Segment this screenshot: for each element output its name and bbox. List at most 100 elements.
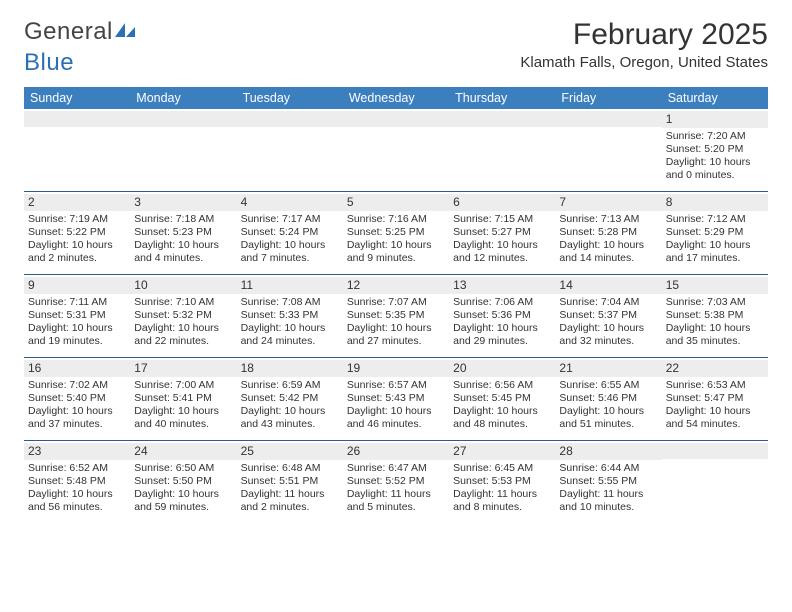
day-info-line: Sunset: 5:33 PM	[241, 309, 339, 322]
day-cell: 20Sunrise: 6:56 AMSunset: 5:45 PMDayligh…	[449, 358, 555, 440]
day-info-line: Sunset: 5:52 PM	[347, 475, 445, 488]
day-info-line: Sunset: 5:50 PM	[134, 475, 232, 488]
logo-sail-icon	[115, 18, 137, 46]
day-info-line: Daylight: 10 hours and 2 minutes.	[28, 239, 126, 265]
day-info-line: Sunset: 5:43 PM	[347, 392, 445, 405]
day-info-line: Daylight: 10 hours and 27 minutes.	[347, 322, 445, 348]
day-info-line: Sunrise: 7:03 AM	[666, 296, 764, 309]
day-number: 18	[237, 360, 343, 377]
day-info-line: Sunrise: 7:02 AM	[28, 379, 126, 392]
day-info: Sunrise: 7:06 AMSunset: 5:36 PMDaylight:…	[453, 296, 551, 349]
weekday-header: Friday	[555, 87, 661, 109]
day-info-line: Daylight: 10 hours and 19 minutes.	[28, 322, 126, 348]
day-info-line: Daylight: 11 hours and 8 minutes.	[453, 488, 551, 514]
day-info-line: Sunrise: 7:11 AM	[28, 296, 126, 309]
day-cell: 18 Sunrise: 6:59 AMSunset: 5:42 PMDayligh…	[237, 358, 343, 440]
day-info-line: Sunrise: 7:15 AM	[453, 213, 551, 226]
day-cell: 2Sunrise: 7:19 AMSunset: 5:22 PMDaylight…	[24, 192, 130, 274]
day-info-line: Daylight: 10 hours and 56 minutes.	[28, 488, 126, 514]
day-cell: 28 Sunrise: 6:44 AMSunset: 5:55 PMDayligh…	[555, 441, 661, 523]
day-cell: 11Sunrise: 7:08 AMSunset: 5:33 PMDayligh…	[237, 275, 343, 357]
day-info-line: Sunset: 5:27 PM	[453, 226, 551, 239]
day-cell: 27Sunrise: 6:45 AMSunset: 5:53 PMDayligh…	[449, 441, 555, 523]
day-cell: 9Sunrise: 7:11 AMSunset: 5:31 PMDaylight…	[24, 275, 130, 357]
week-row: 2Sunrise: 7:19 AMSunset: 5:22 PMDaylight…	[24, 192, 768, 275]
day-info-line: Daylight: 10 hours and 43 minutes.	[241, 405, 339, 431]
day-info-line: Daylight: 11 hours and 2 minutes.	[241, 488, 339, 514]
day-info-line: Sunrise: 7:06 AM	[453, 296, 551, 309]
day-number: 10	[130, 277, 236, 294]
day-number: 13	[449, 277, 555, 294]
day-number	[343, 111, 449, 127]
day-number: 15	[662, 277, 768, 294]
day-number: 4	[237, 194, 343, 211]
day-info-line: Daylight: 10 hours and 7 minutes.	[241, 239, 339, 265]
day-info-line: Sunrise: 7:08 AM	[241, 296, 339, 309]
day-cell: 10 Sunrise: 7:10 AMSunset: 5:32 PMDayligh…	[130, 275, 236, 357]
day-info-line: Daylight: 10 hours and 24 minutes.	[241, 322, 339, 348]
day-info-line: Daylight: 10 hours and 32 minutes.	[559, 322, 657, 348]
day-number: 19	[343, 360, 449, 377]
day-number	[130, 111, 236, 127]
calendar-page: General February 2025 Klamath Falls, Ore…	[0, 0, 792, 533]
day-number: 27	[449, 443, 555, 460]
day-info-line: Sunrise: 7:13 AM	[559, 213, 657, 226]
day-info-line: Sunrise: 6:44 AM	[559, 462, 657, 475]
day-info-line: Sunrise: 7:07 AM	[347, 296, 445, 309]
day-info-line: Sunset: 5:37 PM	[559, 309, 657, 322]
day-info-line: Sunrise: 6:50 AM	[134, 462, 232, 475]
day-info-line: Daylight: 10 hours and 35 minutes.	[666, 322, 764, 348]
day-info-line: Daylight: 10 hours and 37 minutes.	[28, 405, 126, 431]
day-number	[662, 443, 768, 459]
day-info-line: Sunrise: 7:00 AM	[134, 379, 232, 392]
day-info-line: Daylight: 10 hours and 9 minutes.	[347, 239, 445, 265]
day-cell: 14Sunrise: 7:04 AMSunset: 5:37 PMDayligh…	[555, 275, 661, 357]
title-block: February 2025 Klamath Falls, Oregon, Uni…	[520, 18, 768, 71]
day-info-line: Sunset: 5:55 PM	[559, 475, 657, 488]
logo-text-blue: Blue	[24, 49, 74, 77]
day-info: Sunrise: 7:10 AMSunset: 5:32 PMDaylight:…	[134, 296, 232, 349]
day-number: 28	[555, 443, 661, 460]
day-cell	[555, 109, 661, 191]
day-cell: 15Sunrise: 7:03 AMSunset: 5:38 PMDayligh…	[662, 275, 768, 357]
day-info-line: Sunrise: 7:12 AM	[666, 213, 764, 226]
day-number: 20	[449, 360, 555, 377]
day-info: Sunrise: 7:13 AMSunset: 5:28 PMDaylight:…	[559, 213, 657, 266]
day-cell: 1Sunrise: 7:20 AMSunset: 5:20 PMDaylight…	[662, 109, 768, 191]
day-number: 24	[130, 443, 236, 460]
month-title: February 2025	[520, 18, 768, 52]
day-cell: 4Sunrise: 7:17 AMSunset: 5:24 PMDaylight…	[237, 192, 343, 274]
day-info-line: Daylight: 10 hours and 4 minutes.	[134, 239, 232, 265]
day-number: 14	[555, 277, 661, 294]
day-number: 22	[662, 360, 768, 377]
day-info-line: Sunset: 5:51 PM	[241, 475, 339, 488]
day-info: Sunrise: 7:12 AMSunset: 5:29 PMDaylight:…	[666, 213, 764, 266]
day-info-line: Sunrise: 6:45 AM	[453, 462, 551, 475]
day-info-line: Sunrise: 6:55 AM	[559, 379, 657, 392]
day-info-line: Sunset: 5:35 PM	[347, 309, 445, 322]
day-info-line: Sunset: 5:28 PM	[559, 226, 657, 239]
day-number: 8	[662, 194, 768, 211]
day-number: 26	[343, 443, 449, 460]
day-info: Sunrise: 6:59 AMSunset: 5:42 PMDaylight:…	[241, 379, 339, 432]
day-info-line: Daylight: 10 hours and 22 minutes.	[134, 322, 232, 348]
day-info-line: Daylight: 10 hours and 0 minutes.	[666, 156, 764, 182]
day-info-line: Daylight: 10 hours and 54 minutes.	[666, 405, 764, 431]
day-cell: 23Sunrise: 6:52 AMSunset: 5:48 PMDayligh…	[24, 441, 130, 523]
day-info-line: Sunset: 5:31 PM	[28, 309, 126, 322]
day-info: Sunrise: 7:16 AMSunset: 5:25 PMDaylight:…	[347, 213, 445, 266]
day-info: Sunrise: 6:44 AMSunset: 5:55 PMDaylight:…	[559, 462, 657, 515]
day-info-line: Sunset: 5:48 PM	[28, 475, 126, 488]
day-info-line: Sunrise: 7:16 AM	[347, 213, 445, 226]
day-cell: 24Sunrise: 6:50 AMSunset: 5:50 PMDayligh…	[130, 441, 236, 523]
day-cell: 22Sunrise: 6:53 AMSunset: 5:47 PMDayligh…	[662, 358, 768, 440]
day-info-line: Daylight: 10 hours and 40 minutes.	[134, 405, 232, 431]
day-info-line: Daylight: 11 hours and 10 minutes.	[559, 488, 657, 514]
day-info-line: Sunset: 5:46 PM	[559, 392, 657, 405]
day-info-line: Daylight: 11 hours and 5 minutes.	[347, 488, 445, 514]
day-info-line: Sunrise: 6:56 AM	[453, 379, 551, 392]
day-info: Sunrise: 7:15 AMSunset: 5:27 PMDaylight:…	[453, 213, 551, 266]
day-info-line: Sunset: 5:47 PM	[666, 392, 764, 405]
day-cell: 25Sunrise: 6:48 AMSunset: 5:51 PMDayligh…	[237, 441, 343, 523]
day-cell: 13 Sunrise: 7:06 AMSunset: 5:36 PMDayligh…	[449, 275, 555, 357]
